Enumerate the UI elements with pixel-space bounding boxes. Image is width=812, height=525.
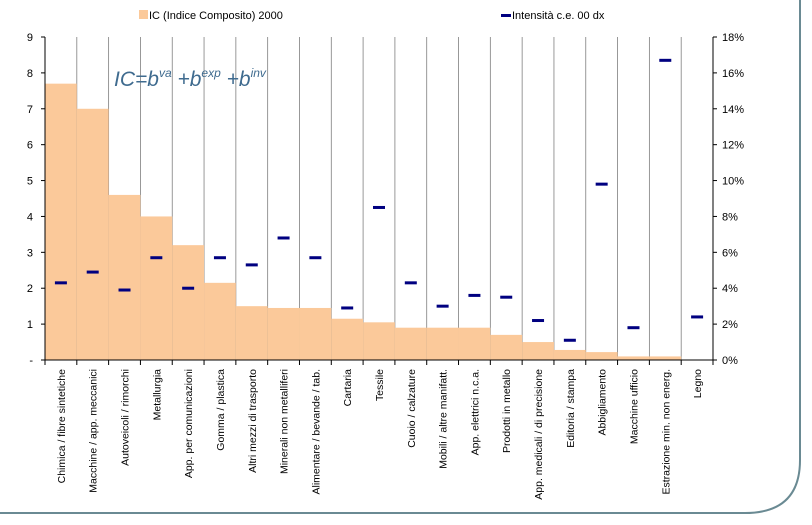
- intensity-marker: [404, 281, 417, 285]
- category-label: Legno: [692, 369, 704, 398]
- bar: [140, 216, 173, 360]
- category-label: Prodotti in metallo: [501, 369, 513, 453]
- bar: [553, 349, 586, 360]
- intensity-marker: [373, 205, 385, 209]
- category-label: Macchine / app. meccanici: [88, 369, 100, 493]
- category-label: App. elettrici n.c.a.: [469, 369, 481, 455]
- bar: [299, 307, 332, 360]
- slide-frame: [0, 0, 801, 514]
- category-label: Estrazione min. non energ.: [660, 369, 672, 495]
- right-tick-label: 2%: [722, 319, 738, 331]
- bar: [490, 334, 523, 360]
- intensity-marker: [659, 58, 672, 62]
- left-tick-label: 9: [27, 32, 33, 44]
- category-label: Alimentare / bevande / tab.: [310, 369, 322, 495]
- bar: [394, 327, 427, 360]
- category-label: Macchine ufficio: [628, 369, 640, 444]
- bar: [204, 282, 236, 360]
- bar: [617, 356, 650, 360]
- left-tick-label: 1: [27, 319, 33, 331]
- category-label: Cuoio / calzature: [406, 369, 418, 448]
- bar: [331, 318, 364, 360]
- left-axis-ticks: - 1 2 3 4 5 6 7 8 9: [27, 32, 45, 367]
- category-labels: Chimica / fibre sintetiche Macchine / app…: [56, 369, 704, 500]
- left-tick-label: 5: [27, 176, 33, 188]
- intensity-marker: [532, 319, 545, 323]
- category-label: Cartaria: [342, 369, 354, 407]
- bar: [585, 352, 618, 360]
- bar: [172, 245, 205, 360]
- category-label: Altri mezzi di trasporto: [247, 369, 259, 473]
- bars: [45, 83, 682, 361]
- intensity-marker: [309, 256, 322, 260]
- category-label: App. per comunicazioni: [183, 369, 195, 478]
- intensity-marker: [468, 293, 481, 297]
- bar: [363, 322, 395, 360]
- intensity-marker: [691, 315, 704, 319]
- intensity-marker: [86, 270, 99, 274]
- right-tick-label: 12%: [722, 140, 744, 152]
- intensity-marker: [277, 236, 290, 240]
- right-tick-label: 4%: [722, 283, 738, 295]
- category-label: Gomma / plastica: [215, 369, 227, 451]
- right-tick-label: 10%: [722, 176, 744, 188]
- right-tick-label: 14%: [722, 104, 744, 116]
- left-tick-label: -: [29, 355, 33, 367]
- left-tick-label: 4: [27, 211, 33, 223]
- bar: [426, 327, 459, 360]
- legend-label-intensity: Intensità c.e. 00 dx: [512, 10, 605, 22]
- category-label: Abbigliamento: [597, 369, 609, 436]
- category-label: Autoveicoli / rimorchi: [120, 369, 132, 466]
- intensity-marker: [595, 182, 608, 186]
- bar: [267, 307, 300, 360]
- bar: [522, 342, 554, 360]
- intensity-marker: [563, 338, 576, 342]
- bar: [76, 108, 109, 361]
- bar: [108, 194, 141, 360]
- bar: [649, 356, 682, 360]
- category-label: Metallurgia: [151, 369, 163, 421]
- bar: [458, 327, 491, 360]
- category-label: Chimica / fibre sintetiche: [56, 369, 68, 484]
- category-label: Minerali non metalliferi: [279, 369, 291, 474]
- left-tick-label: 6: [27, 140, 33, 152]
- left-tick-label: 3: [27, 247, 33, 259]
- intensity-marker: [54, 281, 67, 285]
- intensity-marker: [213, 256, 226, 260]
- left-tick-label: 7: [27, 104, 33, 116]
- intensity-marker: [627, 326, 640, 330]
- axes: [44, 37, 714, 365]
- bar: [45, 83, 77, 361]
- right-tick-label: 0%: [722, 355, 738, 367]
- formula-annotation: IC=bva +bexp +binv: [114, 66, 267, 91]
- intensity-marker: [182, 286, 195, 290]
- intensity-marker: [245, 263, 258, 267]
- intensity-marker: [118, 288, 131, 292]
- intensity-marker: [341, 306, 354, 310]
- right-tick-label: 16%: [722, 68, 744, 80]
- category-label: App. medicali / di precisione: [533, 369, 545, 500]
- legend-label-ic: IC (Indice Composito) 2000: [149, 10, 283, 22]
- right-tick-label: 6%: [722, 247, 738, 259]
- right-axis-ticks: 0% 2% 4% 6% 8% 10% 12% 14% 16% 18%: [713, 32, 744, 367]
- category-label: Tessile: [374, 369, 386, 401]
- grid: [76, 37, 682, 360]
- left-tick-label: 2: [27, 283, 33, 295]
- right-tick-label: 8%: [722, 211, 738, 223]
- right-tick-label: 18%: [722, 32, 744, 44]
- category-label: Editoria / stampa: [565, 369, 577, 448]
- legend-swatch-ic: [139, 10, 148, 19]
- category-label: Mobili / altre manifatt.: [438, 369, 450, 469]
- bar: [235, 306, 268, 360]
- intensity-marker: [150, 256, 163, 260]
- intensity-marker: [436, 304, 449, 308]
- legend: IC (Indice Composito) 2000 Intensità c.e…: [139, 10, 605, 22]
- intensity-markers: [54, 58, 704, 342]
- left-tick-label: 8: [27, 68, 33, 80]
- intensity-marker: [500, 295, 513, 299]
- legend-swatch-intensity: [501, 14, 511, 17]
